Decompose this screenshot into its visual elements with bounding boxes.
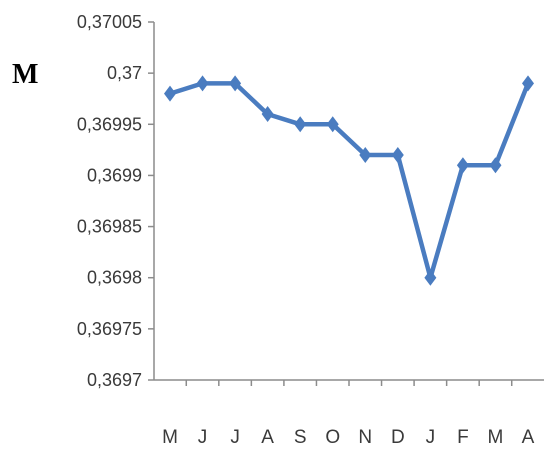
data-point (196, 75, 209, 92)
y-tick-label: 0,36995 (77, 114, 142, 134)
x-tick-label: J (230, 427, 240, 448)
data-point (391, 146, 404, 163)
series-line (169, 81, 531, 280)
y-axis-title: M (12, 59, 38, 90)
y-tick-label: 0,36975 (77, 319, 142, 339)
y-tick-label: 0,3697 (87, 370, 142, 390)
data-point (229, 75, 242, 92)
x-tick-label: D (391, 427, 405, 448)
data-point (261, 106, 274, 123)
data-point (326, 116, 339, 133)
data-point (489, 157, 502, 174)
data-point (164, 85, 176, 102)
y-tick-label: 0,36985 (77, 217, 142, 237)
data-point (359, 146, 372, 163)
y-tick-label: 0,37 (107, 63, 142, 83)
x-tick-label: O (325, 427, 340, 448)
data-point (294, 116, 307, 133)
x-tick-label: N (358, 427, 372, 448)
data-point (424, 269, 437, 286)
y-tick-label: 0,3699 (87, 165, 142, 185)
x-tick-label: F (457, 427, 469, 448)
y-axis: 0,3697 0,36975 0,3698 0,36985 0,3699 0,36995 0… (77, 12, 155, 390)
y-tick-label: 0,3698 (87, 268, 142, 288)
data-point (456, 157, 469, 174)
x-tick-label: J (426, 427, 436, 448)
x-tick-label: A (522, 427, 535, 448)
data-point (522, 75, 534, 92)
x-tick-label: A (261, 427, 274, 448)
x-tick-label: M (488, 427, 504, 448)
x-tick-label: M (162, 427, 178, 448)
x-tick-label: J (198, 427, 208, 448)
series-layer (164, 75, 534, 286)
x-tick-label: S (294, 427, 307, 448)
y-tick-label: 0,37005 (77, 12, 142, 32)
